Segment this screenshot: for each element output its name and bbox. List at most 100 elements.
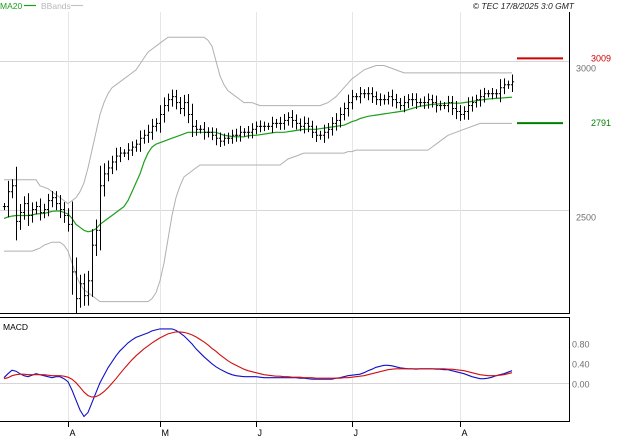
ohlc-bar [46, 193, 51, 217]
ohlc-bar [290, 110, 295, 128]
ohlc-bar [382, 94, 387, 105]
ohlc-bar [386, 91, 391, 105]
ohlc-bar [338, 107, 343, 128]
macd-panel: MACD 0.80 0.40 0.00 [0, 317, 590, 422]
ohlc-bar [214, 128, 219, 146]
ohlc-bar [430, 94, 435, 108]
macd-tick-label: 0.80 [572, 340, 590, 350]
macd-axis-ticks: 0.80 0.40 0.00 [572, 340, 590, 390]
time-tick-label: J [354, 428, 359, 438]
ohlc-bar [78, 274, 83, 308]
ohlc-bar [342, 102, 347, 121]
ohlc-bar [362, 89, 367, 99]
ohlc-bar [226, 132, 231, 144]
ohlc-bar [278, 116, 283, 130]
macd-tick-label: 0.40 [572, 360, 590, 370]
ma20-line [3, 96, 513, 233]
ohlc-bar [190, 103, 195, 138]
ohlc-bar [370, 87, 375, 104]
ohlc-bar [474, 94, 479, 108]
ohlc-bar [354, 93, 359, 101]
ohlc-bar [162, 97, 167, 123]
ohlc-bar [258, 120, 263, 133]
ohlc-bar [234, 128, 239, 142]
ohlc-bar [454, 100, 459, 120]
time-tick-label: M [162, 428, 170, 438]
ohlc-bar [274, 118, 279, 128]
ohlc-bar [270, 116, 275, 134]
ohlc-bar [510, 74, 515, 93]
ohlc-bar [450, 96, 455, 116]
ohlc-bar [246, 126, 251, 139]
ohlc-bar [410, 93, 415, 107]
copyright-label: © TEC 17/8/2025 3:0 GMT [473, 1, 575, 11]
ohlc-bar [210, 127, 215, 141]
ohlc-bar [378, 93, 383, 106]
ohlc-bar [294, 114, 299, 130]
price-axis-ticks: 3000 2500 [576, 64, 596, 223]
ohlc-bar [82, 273, 87, 306]
ohlc-bar [406, 94, 411, 109]
ohlc-bar [70, 201, 75, 295]
ohlc-bar [206, 127, 211, 138]
ohlc-bar [114, 147, 119, 171]
ohlc-bar [38, 198, 43, 221]
price-grid [0, 12, 569, 313]
ohlc-bar [374, 91, 379, 105]
ohlc-bar [330, 117, 335, 136]
ohlc-bar [158, 105, 163, 133]
ohlc-bar [306, 117, 311, 133]
ohlc-bar [118, 147, 123, 163]
price-tick-label: 2500 [576, 213, 596, 223]
ohlc-bar [110, 155, 115, 175]
ohlc-bar [318, 130, 323, 140]
ohlc-bar [102, 163, 107, 197]
ohlc-bar [198, 125, 203, 134]
ohlc-bar [394, 93, 399, 109]
ohlc-bar [166, 93, 171, 112]
ohlc-bar [122, 149, 127, 157]
ohlc-bar [486, 90, 491, 98]
ohlc-bar [434, 95, 439, 113]
ohlc-bar [74, 257, 79, 314]
ohlc-bar [50, 190, 55, 208]
price-tick-label: 3000 [576, 64, 596, 74]
ohlc-bar [126, 143, 131, 161]
ohlc-bar [314, 125, 319, 142]
ohlc-bar [54, 191, 59, 211]
ohlc-bar [130, 141, 135, 156]
ohlc-bar [42, 203, 47, 219]
ohlc-bar [150, 118, 155, 140]
ohlc-bar [490, 88, 495, 100]
ohlc-bar [266, 122, 271, 130]
macd-title: MACD [3, 322, 28, 332]
macd-grid [0, 318, 569, 421]
ohlc-bar [242, 128, 247, 137]
ohlc-bar [350, 89, 355, 110]
ohlc-bar [26, 193, 31, 226]
ohlc-bar [506, 80, 511, 89]
ohlc-bar [170, 89, 175, 107]
ohlc-bar [94, 219, 99, 257]
ohlc-bar [154, 118, 159, 132]
ohlc-bar [66, 208, 71, 232]
price-panel: 3009 2791 3000 2500 [0, 12, 611, 314]
ohlc-bar [218, 132, 223, 147]
ohlc-bar [366, 87, 371, 101]
ohlc-bar [62, 202, 67, 223]
ohlc-bar [222, 133, 227, 146]
ohlc-bar [6, 180, 11, 218]
ma20-layer [3, 96, 513, 233]
ohlc-bar [174, 89, 179, 110]
ohlc-bar [334, 113, 339, 131]
ohlc-bar [482, 87, 487, 103]
ohlc-bar [282, 114, 287, 130]
ohlc-bar [422, 96, 427, 109]
ohlc-bar [502, 78, 507, 95]
ohlc-bar [142, 129, 147, 144]
ohlc-bar [106, 160, 111, 182]
ohlc-bar [22, 196, 27, 220]
ohlc-bar [402, 95, 407, 113]
ohlc-bar [178, 96, 183, 115]
